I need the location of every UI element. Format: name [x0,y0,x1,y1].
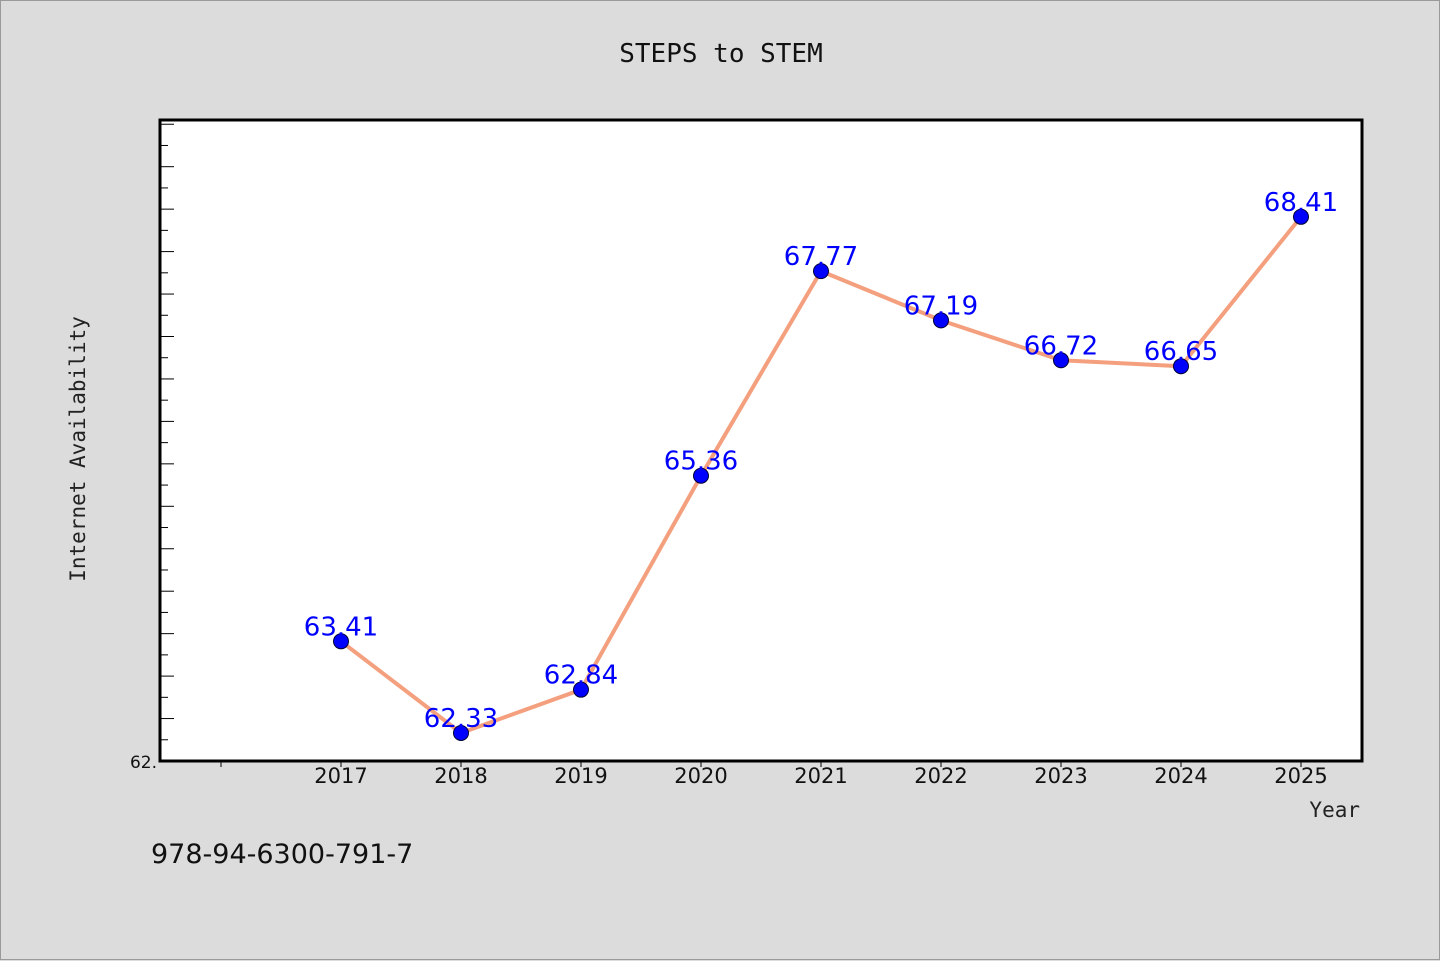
data-label: 63.41 [304,612,378,642]
data-label: 62.33 [424,704,498,734]
x-tick-label: 2021 [794,764,847,788]
x-tick-label: 2022 [914,764,967,788]
y-axis-label: Internet Availability [66,316,90,582]
data-point [1173,358,1189,375]
chart-title: STEPS to STEM [619,39,823,69]
data-label: 66.72 [1024,331,1098,361]
data-label: 68.41 [1264,188,1338,218]
y-tick-label: 62. [130,753,157,773]
data-point [333,633,349,650]
x-axis-ticks [220,761,1302,767]
y-axis-ticks [160,123,174,762]
x-tick-labels: 2017 2018 2019 2020 2021 2022 2023 2024 2025 [314,764,1327,788]
data-point [1293,208,1309,225]
x-tick-label: 2025 [1274,764,1327,788]
data-label: 62.84 [544,661,618,691]
data-label: 65.36 [664,447,738,477]
x-tick-label: 2018 [434,764,487,788]
data-label: 66.65 [1144,337,1218,367]
data-point [813,263,829,280]
data-label: 67.77 [784,242,858,272]
data-point [933,312,949,329]
data-point [453,724,469,741]
isbn-text: 978-94-6300-791-7 [151,839,413,870]
data-point [1053,352,1069,369]
data-point [693,467,709,484]
series-group: 63.41 62.33 62.84 65.36 67.77 67.19 66.72 66.65… [304,188,1338,741]
x-tick-label: 2017 [314,764,367,788]
data-point [573,681,589,698]
data-label: 67.19 [904,291,978,321]
x-tick-label: 2019 [554,764,607,788]
x-tick-label: 2020 [674,764,727,788]
x-tick-label: 2024 [1154,764,1207,788]
x-tick-label: 2023 [1034,764,1087,788]
plot-area [158,118,1364,763]
x-axis-label: Year [1309,798,1360,822]
